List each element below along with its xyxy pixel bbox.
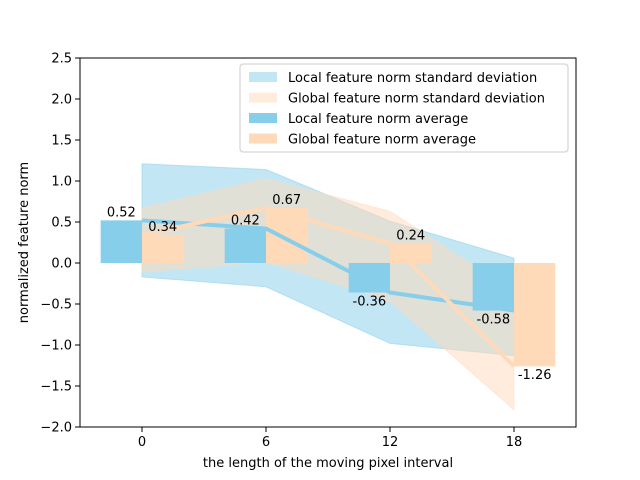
y-axis: −2.0 −1.5 −1.0 −0.5 0.0 0.5 1.0 1.5 2.0 2.5 <box>40 52 80 436</box>
bar-global-0 <box>142 235 184 263</box>
legend-swatch <box>249 113 277 123</box>
legend-entry: Global feature norm standard deviation <box>288 92 545 107</box>
y-tick-label: −1.5 <box>40 380 72 395</box>
y-tick-label: −0.5 <box>40 298 72 313</box>
legend-swatch <box>249 133 277 144</box>
y-tick-label: 1.0 <box>51 175 72 190</box>
std-bands <box>141 163 515 411</box>
x-tick-label: 12 <box>382 435 399 450</box>
plot-frame <box>79 57 577 428</box>
data-label-global-6: 0.67 <box>272 193 301 208</box>
average-line-local <box>141 218 515 313</box>
data-label-local-18: -0.58 <box>477 312 511 327</box>
legend-box <box>239 63 569 153</box>
data-label-local-12: -0.36 <box>353 294 387 309</box>
y-tick-label: 0.5 <box>51 216 72 231</box>
x-tick-label: 18 <box>506 435 523 450</box>
data-label-local-0: 0.52 <box>107 205 136 220</box>
average-line-global <box>141 206 516 368</box>
y-tick-label: 2.0 <box>51 93 72 108</box>
y-tick-label: 2.5 <box>51 52 72 67</box>
legend-entry: Local feature norm standard deviation <box>288 71 537 86</box>
bar-global-18 <box>514 263 556 367</box>
bar-global-12 <box>390 243 432 263</box>
x-axis-label: the length of the moving pixel interval <box>203 456 453 471</box>
legend: Local feature norm standard deviation Glo… <box>239 63 569 153</box>
average-lines <box>141 206 516 368</box>
legend-swatch <box>249 92 277 103</box>
y-tick-label: −2.0 <box>40 421 72 436</box>
x-axis: 0 6 12 18 <box>138 427 522 450</box>
legend-entry: Global feature norm average <box>288 133 476 148</box>
data-label-global-18: -1.26 <box>518 368 552 383</box>
x-tick-label: 6 <box>262 435 270 450</box>
bar-local-6 <box>224 228 266 263</box>
data-label-global-12: 0.24 <box>396 228 425 243</box>
y-tick-label: −1.0 <box>40 339 72 354</box>
legend-swatch <box>249 72 277 82</box>
bar-local-0 <box>100 220 142 263</box>
bar-local-18 <box>472 263 514 311</box>
x-tick-label: 0 <box>138 435 146 450</box>
y-tick-label: 0.0 <box>51 257 72 272</box>
data-label-local-6: 0.42 <box>231 214 260 229</box>
y-axis-label: normalized feature norm <box>17 162 32 323</box>
data-label-global-0: 0.34 <box>148 220 177 235</box>
legend-entry: Local feature norm average <box>288 112 468 127</box>
y-tick-label: 1.5 <box>51 134 72 149</box>
data-labels: 0.52 0.42 -0.36 -0.58 0.34 0.67 0.24 -1.26 <box>107 193 552 383</box>
